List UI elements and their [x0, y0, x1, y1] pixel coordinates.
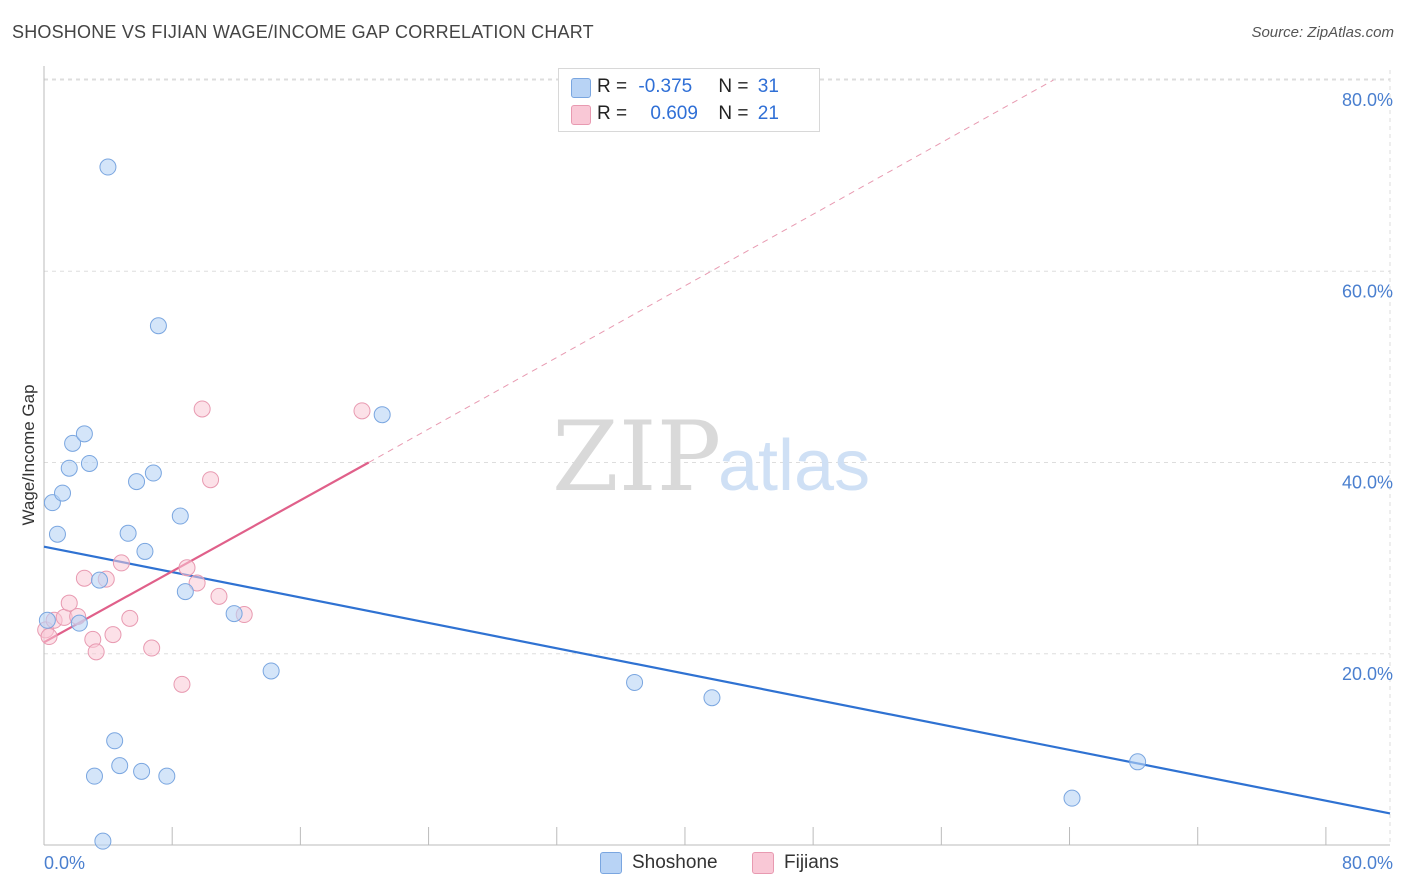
point-shoshone	[106, 732, 124, 750]
legend: R = -0.375 N = 31 R = 0.609 N = 21	[558, 68, 820, 132]
point-fijians	[143, 639, 161, 657]
point-fijians	[60, 594, 78, 612]
point-fijians	[40, 628, 58, 646]
y-tick-label: 60.0%	[1342, 281, 1393, 301]
legend-n-value-fijians: 21	[757, 103, 779, 124]
point-shoshone	[149, 317, 167, 335]
trend-layer	[43, 79, 1391, 815]
axis-layer	[43, 66, 1390, 846]
bottom-legend-swatch-fijians	[752, 852, 774, 874]
point-shoshone	[1129, 753, 1147, 771]
legend-row-fijians: R = 0.609 N = 21	[571, 102, 779, 126]
point-shoshone	[111, 757, 129, 775]
y-axis-label: Wage/Income Gap	[19, 384, 38, 525]
point-shoshone	[85, 767, 103, 785]
point-shoshone	[99, 158, 117, 176]
point-shoshone	[626, 673, 644, 691]
point-shoshone	[38, 611, 56, 629]
point-fijians	[112, 554, 130, 572]
bottom-legend-label-fijians: Fijians	[784, 852, 839, 873]
point-shoshone	[54, 484, 72, 502]
bottom-legend-shoshone: Shoshone	[600, 852, 718, 874]
tick-layer: 20.0% 40.0% 60.0% 80.0% 0.0% 80.0%	[44, 90, 1393, 873]
point-shoshone	[133, 762, 151, 780]
watermark-atlas: atlas	[718, 426, 870, 506]
points-layer	[37, 158, 1147, 850]
legend-n-value-shoshone: 31	[757, 76, 779, 97]
point-shoshone	[60, 459, 78, 477]
bottom-legend-swatch-shoshone	[600, 852, 622, 874]
point-shoshone	[70, 614, 88, 632]
source-label: Source: ZipAtlas.com	[1251, 24, 1394, 41]
watermark-zip: ZIP	[552, 401, 721, 513]
point-fijians	[87, 643, 105, 661]
legend-r-label: R =	[597, 103, 633, 124]
point-shoshone	[1063, 789, 1081, 807]
y-tick-label: 40.0%	[1342, 473, 1393, 493]
trend-extension-fijians	[368, 79, 1054, 463]
point-fijians	[210, 587, 228, 605]
bottom-legend-fijians: Fijians	[752, 852, 839, 874]
legend-r-value-fijians: 0.609	[650, 103, 698, 124]
point-shoshone	[158, 767, 176, 785]
point-shoshone	[171, 507, 189, 525]
x-tick-label-min: 0.0%	[44, 853, 85, 873]
legend-row-shoshone: R = -0.375 N = 31	[571, 75, 779, 99]
legend-swatch-fijians	[571, 105, 591, 125]
point-shoshone	[48, 525, 66, 543]
x-tick-label-max: 80.0%	[1342, 853, 1393, 873]
point-fijians	[104, 626, 122, 644]
point-fijians	[121, 609, 139, 627]
point-shoshone	[225, 605, 243, 623]
point-shoshone	[119, 524, 137, 542]
point-shoshone	[703, 689, 721, 707]
trend-line-fijians	[43, 461, 370, 644]
y-tick-label: 20.0%	[1342, 664, 1393, 684]
point-shoshone	[144, 464, 162, 482]
legend-r-label: R =	[597, 76, 633, 97]
y-tick-label: 80.0%	[1342, 90, 1393, 110]
bottom-legend-label-shoshone: Shoshone	[632, 852, 718, 873]
point-fijians	[202, 471, 220, 489]
point-shoshone	[373, 406, 391, 424]
point-shoshone	[94, 832, 112, 850]
legend-n-label: N =	[718, 76, 754, 97]
point-shoshone	[136, 542, 154, 560]
point-shoshone	[64, 434, 82, 452]
point-fijians	[178, 559, 196, 577]
point-fijians	[193, 400, 211, 418]
point-shoshone	[128, 473, 146, 491]
point-shoshone	[75, 425, 93, 443]
point-fijians	[188, 574, 206, 592]
legend-swatch-shoshone	[571, 78, 591, 98]
point-shoshone	[176, 583, 194, 601]
point-fijians	[173, 675, 191, 693]
chart-title: SHOSHONE VS FIJIAN WAGE/INCOME GAP CORRE…	[12, 22, 594, 42]
point-fijians	[353, 402, 371, 420]
point-shoshone	[80, 454, 98, 472]
grid-layer	[44, 70, 1391, 845]
legend-n-label: N =	[718, 103, 754, 124]
legend-r-value-shoshone: -0.375	[638, 76, 693, 97]
point-shoshone	[262, 662, 280, 680]
point-shoshone	[91, 571, 109, 589]
point-fijians	[75, 569, 93, 587]
trend-line-shoshone	[43, 545, 1391, 815]
